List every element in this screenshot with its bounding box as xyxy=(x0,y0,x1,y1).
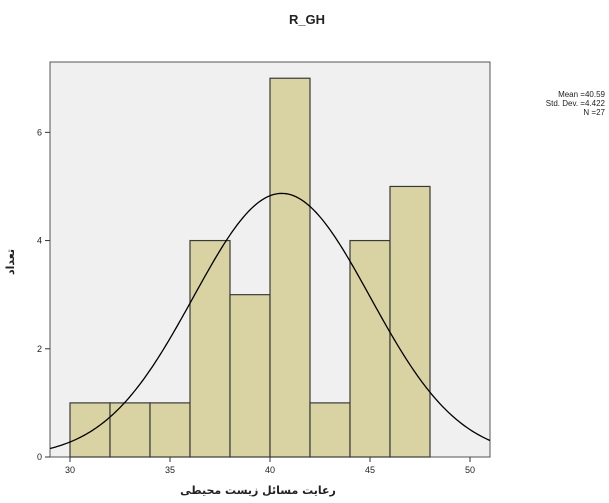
y-tick-label: 4 xyxy=(37,236,42,246)
y-axis: 0 2 4 6 xyxy=(37,127,50,462)
histogram-bar xyxy=(389,185,431,458)
x-axis-label: رعایت مسائل زیست محیطی xyxy=(180,484,336,497)
histogram-bar xyxy=(149,402,191,458)
normal-curve xyxy=(49,192,491,450)
y-tick-label: 0 xyxy=(37,452,42,462)
stats-box: Mean =40.59 Std. Dev. =4.422 N =27 xyxy=(530,90,605,117)
stat-mean: Mean =40.59 xyxy=(558,90,605,99)
y-tick-label: 2 xyxy=(37,344,42,354)
stat-n: N =27 xyxy=(583,108,605,117)
x-tick-label: 30 xyxy=(65,465,75,475)
x-tick-label: 40 xyxy=(265,465,275,475)
histogram-bar xyxy=(69,402,111,458)
bars-group xyxy=(69,77,431,458)
x-tick-label: 50 xyxy=(465,465,475,475)
y-tick-label: 6 xyxy=(37,127,42,137)
histogram-bar xyxy=(309,402,351,458)
histogram-bar xyxy=(109,402,151,458)
x-axis: 30 35 40 45 50 xyxy=(65,457,475,475)
stat-std-dev: Std. Dev. =4.422 xyxy=(545,99,605,108)
y-axis-label: تعداد xyxy=(4,249,17,275)
histogram-bar xyxy=(269,77,311,458)
histogram-bar xyxy=(189,239,231,458)
x-tick-label: 35 xyxy=(165,465,175,475)
histogram-bar xyxy=(229,294,271,458)
chart-title: R_GH xyxy=(289,12,325,27)
x-tick-label: 45 xyxy=(365,465,375,475)
histogram-bar xyxy=(349,239,391,458)
